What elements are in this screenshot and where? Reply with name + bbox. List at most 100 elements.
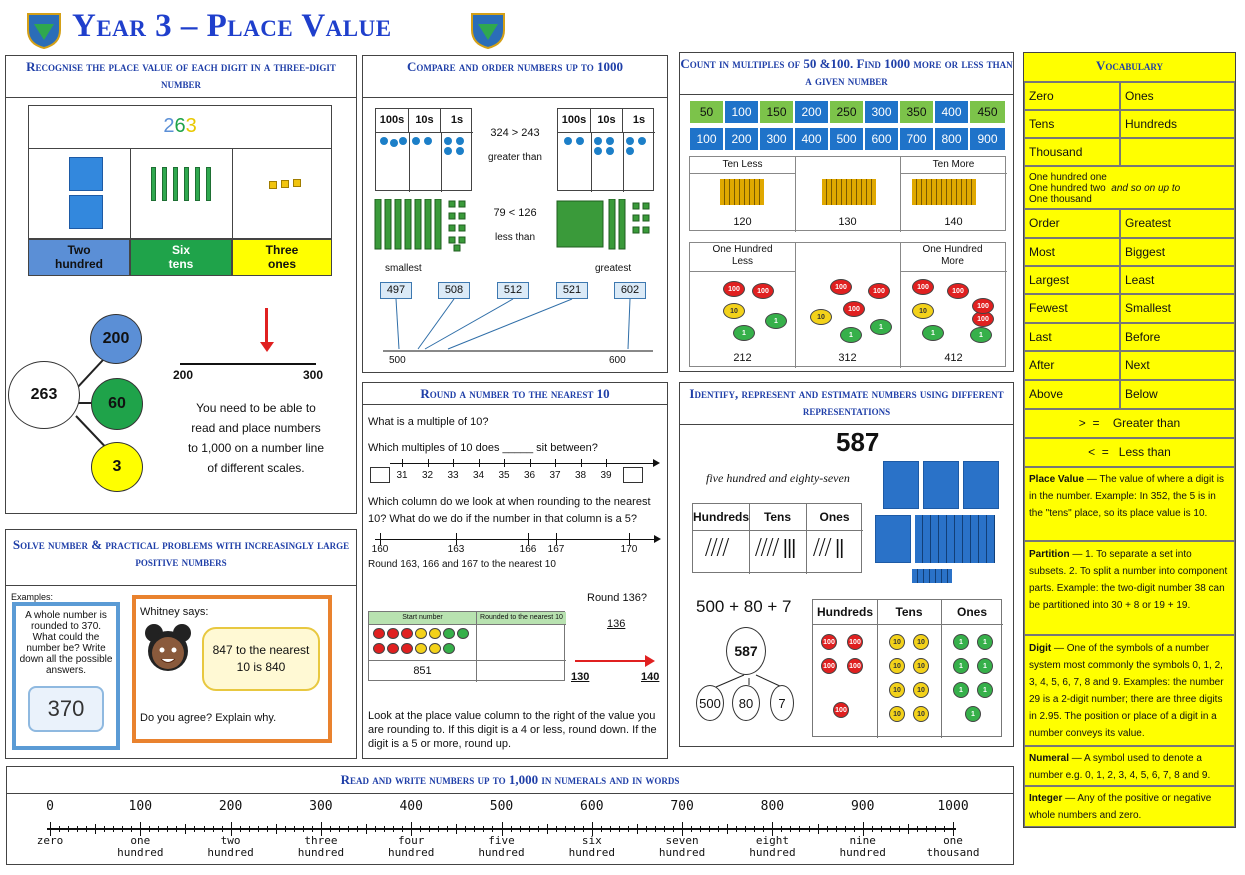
place-value-chart-2: 100s 10s 1s xyxy=(557,108,655,192)
place-value-chart-1: 100s 10s 1s xyxy=(375,108,473,192)
rounding-table: Start number Rounded to the nearest 10 8… xyxy=(368,611,566,682)
tick-label: 160 xyxy=(371,544,389,555)
vocab-term: Above xyxy=(1024,380,1120,409)
number-in-words: five hundred and eighty-seven xyxy=(706,471,850,485)
hundred-less-label: One Hundred Less xyxy=(712,244,773,267)
vocab-term: Hundreds xyxy=(1120,110,1235,138)
tick xyxy=(529,459,531,467)
ruler-number: 400 xyxy=(399,799,423,814)
compare-1: 324 > 243 xyxy=(490,127,540,139)
panel-header: Read and write numbers up to 1,000 in nu… xyxy=(340,772,680,787)
compare-order-panel: Compare and order numbers up to 1000 100… xyxy=(362,55,668,373)
tick-label: 39 xyxy=(600,470,612,481)
tick-label: 31 xyxy=(396,470,408,481)
tick xyxy=(629,533,630,545)
hundred-more-label: One Hundred More xyxy=(922,244,983,267)
vocab-term: Fewest xyxy=(1024,294,1120,323)
definition-digit: Digit — One of the symbols of a number s… xyxy=(1024,635,1235,746)
column-header: Ones xyxy=(956,605,987,619)
vocabulary-panel: Vocabulary Zero Ones Tens Hundreds Thous… xyxy=(1023,52,1236,828)
vocab-term: Biggest xyxy=(1120,238,1235,266)
read-write-panel: Read and write numbers up to 1,000 in nu… xyxy=(6,766,1014,865)
vocab-term: Tens xyxy=(1024,110,1120,138)
vocab-term: Last xyxy=(1024,323,1120,351)
whole-circle: 587 xyxy=(726,627,766,675)
ruler-number: 100 xyxy=(128,799,153,814)
line-end-label: 300 xyxy=(303,368,324,382)
number-box: 602 xyxy=(614,282,646,299)
tick-label: 37 xyxy=(549,470,561,481)
tally-marks: ⧸⧸⧸⧸ xyxy=(705,537,729,559)
value-130: 130 xyxy=(571,671,590,683)
tick-label: 33 xyxy=(447,470,459,481)
ruler-number: 700 xyxy=(670,799,694,814)
hundreds-circle: 200 xyxy=(90,314,142,364)
vocab-header: Vocabulary xyxy=(1024,53,1235,82)
answer-box: 370 xyxy=(28,686,104,732)
vocab-term: Thousand xyxy=(1024,138,1120,166)
tick-label: 170 xyxy=(620,544,638,555)
column-header: Ones xyxy=(819,510,850,524)
multiples-100-row: 100 200 300 400 500 600 700 800 900 xyxy=(689,127,1006,151)
tally-table: Hundreds Tens Ones ⧸⧸⧸⧸ ⧸⧸⧸⧸ ||| ⧸⧸⧸ || xyxy=(692,503,863,574)
hundreds-digit: 2 xyxy=(163,115,175,137)
school-crest-icon xyxy=(471,13,505,50)
hundred-one-note: One hundred one One hundred two and so on… xyxy=(1024,166,1235,209)
hundred-more-less-table: One Hundred Less One Hundred More 100 100… xyxy=(689,242,1007,368)
column-header: Tens xyxy=(763,510,792,524)
vocab-term: After xyxy=(1024,351,1120,380)
definition-partition: Partition — 1. To separate a set into su… xyxy=(1024,541,1235,635)
panel-header: Round a number to the nearest 10 xyxy=(363,383,667,405)
value-136: 136 xyxy=(607,618,626,630)
number-line xyxy=(180,363,316,365)
tick-label: 35 xyxy=(498,470,510,481)
vocab-term: Smallest xyxy=(1120,294,1235,323)
ruler-word: nine hundred xyxy=(839,834,886,859)
girl-avatar-icon xyxy=(145,624,191,671)
tick-label: 32 xyxy=(421,470,434,481)
question-2: Which multiples of 10 does _____ sit bet… xyxy=(368,442,598,454)
ones-circle: 3 xyxy=(91,442,143,492)
tens-digit: 6 xyxy=(174,115,186,137)
table-header: Rounded to the nearest 10 xyxy=(480,614,563,621)
multiples-panel: Count in multiples of 50 &100. Find 1000… xyxy=(679,52,1014,372)
whitney-label: Whitney says: xyxy=(140,606,209,618)
number-box: 521 xyxy=(556,282,588,299)
tick xyxy=(453,459,454,467)
digit-card: 263 xyxy=(28,105,332,149)
less-than-row: < = Less than xyxy=(1024,438,1235,467)
examples-label: Examples: xyxy=(11,592,54,602)
tick xyxy=(606,459,607,467)
ruler-word: four hundred xyxy=(388,834,435,859)
tick xyxy=(580,459,582,467)
ruler-number: 600 xyxy=(580,799,604,814)
red-arrow xyxy=(575,660,647,662)
tally-marks: ⧸⧸⧸⧸ ||| xyxy=(755,537,796,559)
tick-label: 34 xyxy=(472,470,485,481)
tick xyxy=(555,459,556,467)
table-header: Start number xyxy=(402,614,443,621)
ask-text: Do you agree? Explain why. xyxy=(140,712,277,724)
ten-more-less-table: Ten Less Ten More 120 130 140 xyxy=(689,156,1007,232)
school-crest-icon xyxy=(27,13,61,50)
base-ten-blocks xyxy=(28,149,332,239)
hundred-flat xyxy=(69,157,103,191)
ruler-word: six hundred xyxy=(568,834,615,859)
blocks-126 xyxy=(556,199,650,250)
tick xyxy=(456,533,457,545)
tick-label: 166 xyxy=(519,544,537,555)
vocab-term: Order xyxy=(1024,209,1120,238)
panel-header: Compare and order numbers up to 1000 xyxy=(363,56,667,98)
ruler-word: zero xyxy=(36,834,64,847)
value-label: 140 xyxy=(944,216,963,228)
vocab-term xyxy=(1120,138,1235,166)
tens-circle: 60 xyxy=(91,378,143,430)
tick xyxy=(380,533,381,545)
vocab-term: Least xyxy=(1120,266,1235,294)
one-cubes xyxy=(269,179,309,189)
ruler-word: three hundred xyxy=(297,834,345,859)
panel-header: Recognise the place value of each digit … xyxy=(6,56,356,98)
smallest-label: smallest xyxy=(385,263,422,274)
ones-label: Three ones xyxy=(232,239,332,276)
question-3: Which column do we look at when rounding… xyxy=(368,496,651,525)
